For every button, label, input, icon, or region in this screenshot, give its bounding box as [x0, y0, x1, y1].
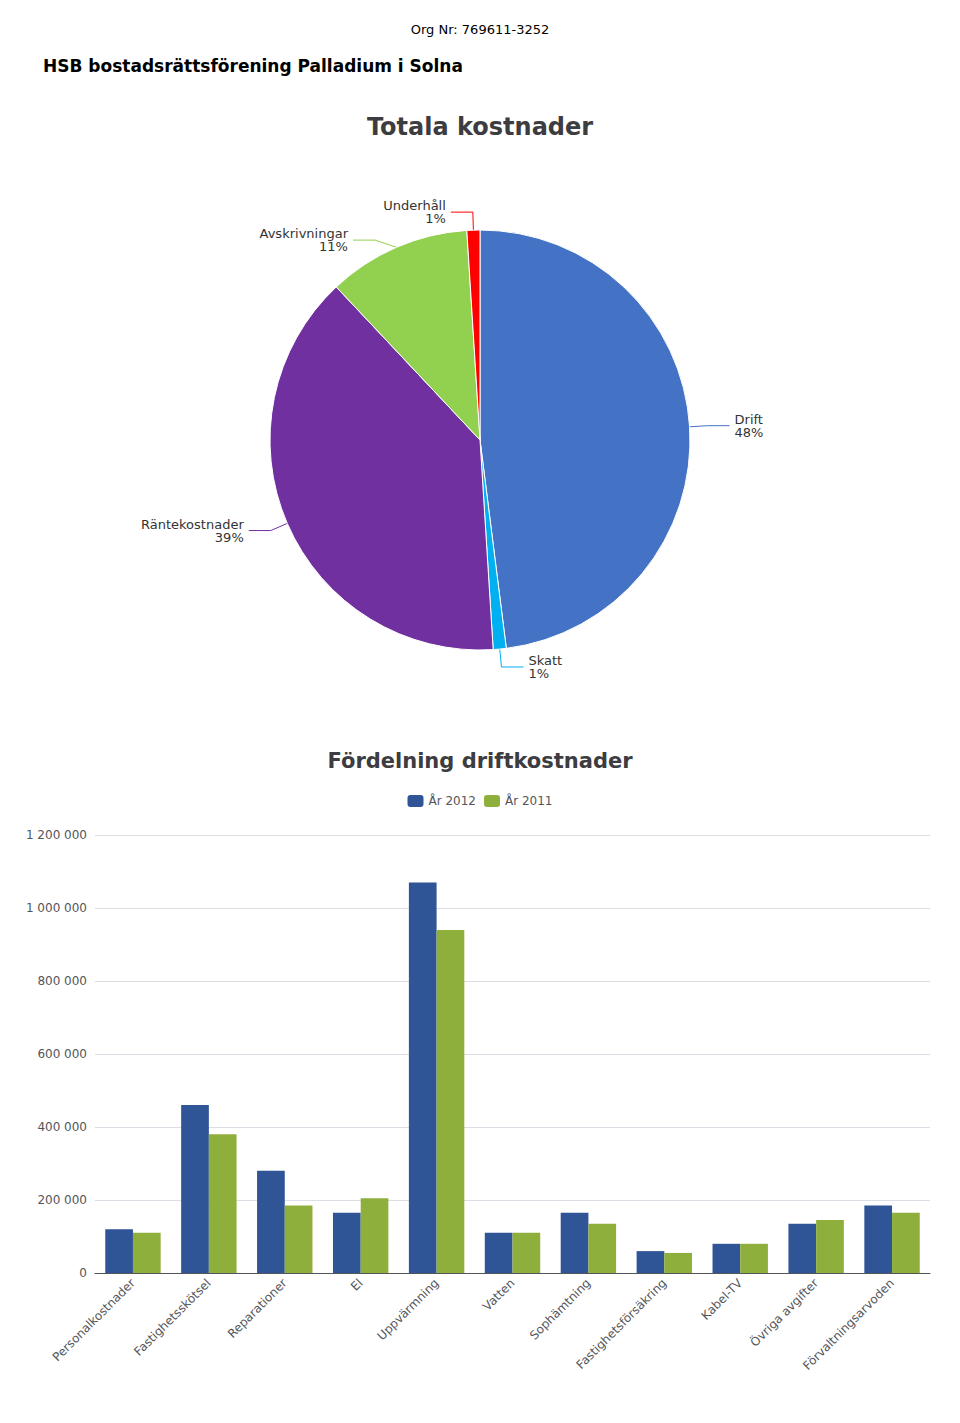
svg-text:Reparationer: Reparationer [225, 1276, 290, 1341]
svg-text:Räntekostnader: Räntekostnader [141, 516, 244, 532]
svg-text:200 000: 200 000 [37, 1193, 87, 1207]
svg-text:Uppvärmning: Uppvärmning [374, 1276, 441, 1343]
svg-text:1%: 1% [425, 211, 446, 226]
svg-text:800 000: 800 000 [37, 974, 87, 988]
svg-text:Övriga avgifter: Övriga avgifter [746, 1275, 821, 1350]
svg-text:1 000 000: 1 000 000 [26, 901, 87, 915]
svg-text:Drift: Drift [734, 411, 763, 427]
svg-text:Fastighetsskötsel: Fastighetsskötsel [131, 1276, 213, 1358]
svg-text:Fördelning driftkostnader: Fördelning driftkostnader [327, 749, 633, 773]
svg-text:El: El [348, 1276, 366, 1294]
svg-text:År 2012: År 2012 [429, 793, 477, 808]
svg-text:600 000: 600 000 [37, 1047, 87, 1061]
svg-text:1%: 1% [528, 666, 549, 681]
svg-text:Kabel-TV: Kabel-TV [698, 1275, 745, 1322]
svg-text:Vatten: Vatten [480, 1276, 517, 1313]
svg-text:Totala kostnader: Totala kostnader [367, 113, 593, 141]
svg-text:0: 0 [79, 1266, 87, 1280]
svg-text:Underhåll: Underhåll [383, 198, 446, 214]
svg-text:Skatt: Skatt [528, 653, 563, 668]
svg-text:400 000: 400 000 [37, 1120, 87, 1134]
svg-text:Fastighetsförsäkring: Fastighetsförsäkring [574, 1276, 670, 1372]
svg-text:Org Nr: 769611-3252: Org Nr: 769611-3252 [411, 22, 550, 37]
svg-text:11%: 11% [319, 239, 348, 254]
svg-text:Sophämtning: Sophämtning [527, 1276, 593, 1342]
svg-text:39%: 39% [215, 530, 244, 545]
svg-text:Förvaltningsarvoden: Förvaltningsarvoden [800, 1276, 897, 1373]
svg-text:1 200 000: 1 200 000 [26, 828, 87, 842]
svg-text:Avskrivningar: Avskrivningar [259, 226, 348, 242]
svg-text:År 2011: År 2011 [505, 793, 553, 808]
svg-text:48%: 48% [735, 425, 764, 440]
svg-text:Personalkostnader: Personalkostnader [50, 1276, 138, 1364]
svg-text:HSB bostadsrättsförening Palla: HSB bostadsrättsförening Palladium i Sol… [43, 56, 463, 76]
